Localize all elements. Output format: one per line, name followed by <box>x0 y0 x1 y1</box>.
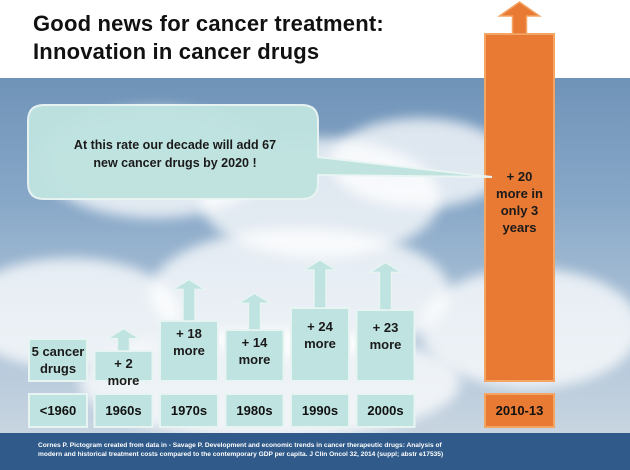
category-box-2010-13 <box>484 393 555 428</box>
bar-1970s <box>159 320 219 382</box>
category-box-1970s <box>159 393 219 428</box>
citation-line-2: modern and historical treatment costs co… <box>38 451 444 458</box>
data-label: + 23 more <box>369 319 402 352</box>
data-label: + 18 more <box>173 326 205 358</box>
bar-2010-13 <box>484 33 555 382</box>
citation-line-1: Cornes P. Pictogram created from data in… <box>38 442 442 449</box>
data-label: + 14 more <box>238 335 271 367</box>
category-box-1960s <box>93 393 154 428</box>
tick-label: 2000s <box>367 403 404 418</box>
tick-label: 1970s <box>170 403 208 418</box>
data-label: + 20 more in only 3 years <box>496 169 543 235</box>
bar-1990s <box>290 307 350 382</box>
bar-1960s <box>93 350 154 382</box>
category-box-1980s <box>224 393 285 428</box>
data-label: + 2 more <box>107 356 140 388</box>
arrow-2010-13 <box>497 1 542 35</box>
data-label: + 24 more <box>304 318 336 351</box>
callout-line-2: new cancer drugs by 2020 ! <box>93 156 257 170</box>
tick-label: 1990s <box>301 403 339 418</box>
tick-label: 1980s <box>236 403 273 418</box>
arrow-1980s <box>235 292 274 331</box>
arrow-2000s <box>366 261 405 311</box>
title-line-2: Innovation in cancer drugs <box>33 39 320 64</box>
category-box-1990s <box>290 393 350 428</box>
bar-2000s <box>355 309 416 382</box>
bar-<1960 <box>28 338 88 382</box>
tick-label: <1960 <box>39 403 77 418</box>
callout-line-1: At this rate our decade will add 67 <box>73 138 277 152</box>
title-line-1: Good news for cancer treatment: <box>33 11 384 36</box>
tick-label: 2010-13 <box>495 403 544 418</box>
data-label: 5 cancer drugs <box>31 344 85 376</box>
page-title: Good news for cancer treatment: Innovati… <box>33 10 384 66</box>
arrow-1960s <box>104 327 143 352</box>
category-box-2000s <box>355 393 416 428</box>
tick-label: 1960s <box>105 403 142 418</box>
source-citation: Cornes P. Pictogram created from data in… <box>38 441 618 459</box>
footer-bar <box>0 433 630 470</box>
callout-bubble <box>27 104 493 200</box>
arrow-1990s <box>301 259 339 309</box>
callout-text: At this rate our decade will add 67 new … <box>40 136 310 172</box>
arrow-1970s <box>170 278 208 322</box>
category-box-<1960 <box>28 393 88 428</box>
